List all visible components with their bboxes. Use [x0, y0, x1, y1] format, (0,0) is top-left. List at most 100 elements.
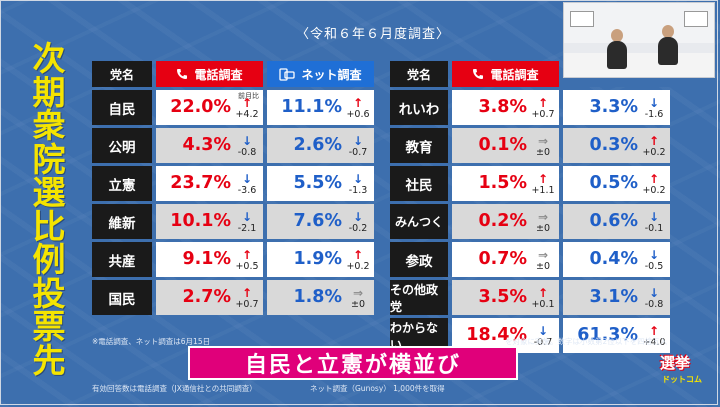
phone-percentage: 22.0% [170, 96, 231, 117]
header-net-label: ネット調査 [301, 67, 362, 82]
phone-value-cell: 9.1% ↑ +0.5 [156, 242, 263, 277]
party-name-cell: 公明 [92, 128, 152, 163]
phone-percentage: 0.7% [478, 248, 527, 269]
party-name-cell: 参政 [390, 242, 448, 277]
phone-value-cell: 3.5% ↑ +0.1 [452, 280, 559, 315]
party-name: 維新 [108, 215, 136, 232]
title-char: 投 [32, 273, 66, 313]
month-change: ↑ +4.0 [641, 325, 667, 348]
party-name: 共産 [108, 253, 136, 270]
arrow-up-icon: ↑ [241, 285, 253, 300]
month-change-value: -0.7 [533, 336, 553, 348]
net-percentage: 1.8% [293, 286, 342, 307]
party-name-cell: その他政党 [390, 280, 448, 315]
net-value-cell: 1.9% ↑ +0.2 [267, 242, 374, 277]
net-value-cell: 7.6% ↓ -0.2 [267, 204, 374, 239]
header-party-label: 党名 [109, 67, 134, 82]
month-change: ↓ -0.8 [234, 135, 260, 158]
net-value-cell: 0.5% ↑ +0.2 [563, 166, 670, 201]
month-change-value: ±0 [535, 260, 550, 272]
phone-value-cell: 2.7% ↑ +0.7 [156, 280, 263, 315]
month-change-value: +0.2 [346, 260, 370, 272]
phone-value-cell: 0.2% ⇒ ±0 [452, 204, 559, 239]
month-change: ↑ +0.7 [234, 287, 260, 310]
title-char: 期 [32, 72, 66, 112]
month-change: ↓ -0.7 [530, 325, 556, 348]
party-name: 参政 [405, 253, 433, 270]
net-percentage: 3.3% [589, 96, 638, 117]
phone-percentage: 1.5% [478, 172, 527, 193]
arrow-up-icon: ↑ [648, 133, 660, 148]
footnote-line: を対象に実施。数字は小数第2位以下を四捨五入 [505, 337, 668, 346]
net-percentage: 0.5% [589, 172, 638, 193]
net-value-cell: 0.4% ↓ -0.5 [563, 242, 670, 277]
arrow-down-icon: ↓ [352, 209, 364, 224]
phone-icon [472, 68, 484, 80]
month-change: ↓ -3.6 [234, 173, 260, 196]
month-change: ↓ -1.3 [345, 173, 371, 196]
phone-value-cell: 4.3% ↓ -0.8 [156, 128, 263, 163]
phone-percentage: 0.2% [478, 210, 527, 231]
footnote-line: 有効回答数は電話調査（JX通信社との共同調査） [92, 384, 257, 393]
arrow-down-icon: ↓ [648, 285, 660, 300]
party-name: 公明 [108, 139, 136, 156]
month-change-value: ±0 [350, 298, 365, 310]
party-name-cell: 国民 [92, 280, 152, 315]
month-change: ↓ -0.2 [345, 211, 371, 234]
month-change: ↑ +0.6 [345, 97, 371, 120]
month-change: ⇒ ±0 [530, 135, 556, 158]
party-name: 国民 [108, 291, 136, 308]
party-name-cell: 教育 [390, 128, 448, 163]
phone-percentage: 3.5% [478, 286, 527, 307]
arrow-right-icon: ⇒ [537, 247, 549, 262]
arrow-up-icon: ↑ [537, 95, 549, 110]
net-value-cell: 61.3% ↑ +4.0 [563, 318, 670, 353]
arrow-up-icon: ↑ [352, 95, 364, 110]
phone-percentage: 4.3% [182, 134, 231, 155]
net-value-cell: 0.3% ↑ +0.2 [563, 128, 670, 163]
arrow-down-icon: ↓ [241, 133, 253, 148]
arrow-up-icon: ↑ [648, 171, 660, 186]
party-name: れいわ [398, 101, 440, 118]
arrow-down-icon: ↓ [241, 209, 253, 224]
vertical-title: 次期衆院選比例投票先 [28, 42, 70, 377]
party-name: 立憲 [108, 177, 136, 194]
month-change-value: -0.8 [237, 146, 257, 158]
party-name: みんつく [394, 215, 443, 229]
month-change-value: +0.2 [642, 184, 666, 196]
month-change-value: -0.1 [644, 222, 664, 234]
month-change: ↓ -0.1 [641, 211, 667, 234]
phone-value-cell: 10.1% ↓ -2.1 [156, 204, 263, 239]
net-percentage: 1.9% [293, 248, 342, 269]
phone-percentage: 18.4% [466, 324, 527, 345]
month-change-value: +0.5 [235, 260, 259, 272]
phone-value-cell: 22.0% ↑ +4.2 前月比 [156, 90, 263, 125]
arrow-down-icon: ↓ [352, 171, 364, 186]
studio-desk [564, 53, 714, 77]
month-change: ↓ -0.8 [641, 287, 667, 310]
header-phone-survey: 電話調査 [452, 61, 559, 87]
header-party: 党名 [390, 61, 448, 87]
month-change: ↑ +0.7 [530, 97, 556, 120]
survey-period-subtitle: 〈令和６年６月度調査〉 [296, 27, 451, 42]
month-change-value: -0.2 [348, 222, 368, 234]
month-change-value: -2.1 [237, 222, 257, 234]
studio-video-feed [563, 2, 715, 78]
logo-text: 選挙 [660, 354, 691, 372]
arrow-down-icon: ↓ [537, 323, 549, 338]
title-char: 先 [32, 340, 66, 380]
smartphone-icon [279, 67, 296, 81]
phone-value-cell: 1.5% ↑ +1.1 [452, 166, 559, 201]
month-change: ⇒ ±0 [530, 211, 556, 234]
month-change: ↓ -0.5 [641, 249, 667, 272]
guest-head [662, 25, 674, 38]
header-net-survey: ネット調査 [267, 61, 374, 87]
phone-value-cell: 0.7% ⇒ ±0 [452, 242, 559, 277]
net-value-cell: 11.1% ↑ +0.6 [267, 90, 374, 125]
month-change: ↓ -0.7 [345, 135, 371, 158]
party-name-cell: みんつく [390, 204, 448, 239]
arrow-right-icon: ⇒ [352, 285, 364, 300]
arrow-up-icon: ↑ [537, 171, 549, 186]
